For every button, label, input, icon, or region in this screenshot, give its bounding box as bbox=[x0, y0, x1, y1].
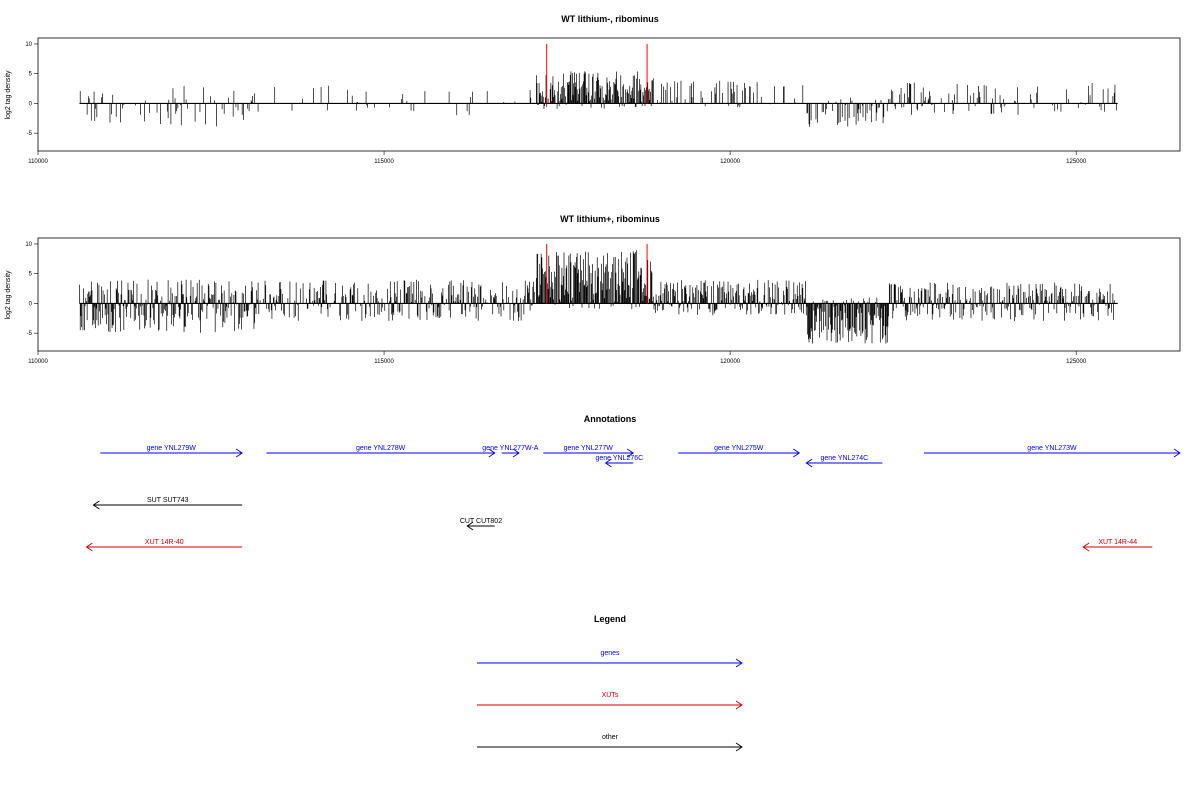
annotation-features: gene YNL279W gene YNL278W gene YNL277W-A ge… bbox=[85, 445, 1181, 552]
track-panel-lithium-minus: WT lithium-, ribominus log2 tag density … bbox=[5, 14, 1181, 165]
legend-panel: Legend genes XUTs other bbox=[477, 614, 743, 752]
legend-label: XUTs bbox=[602, 692, 619, 699]
y-tick-label: 5 bbox=[29, 272, 33, 278]
region-markers bbox=[546, 243, 648, 304]
x-tick-label: 125000 bbox=[1066, 159, 1087, 165]
x-tick-label: 120000 bbox=[720, 359, 741, 365]
x-tick-label: 110000 bbox=[28, 359, 48, 365]
feature-label: gene YNL277W bbox=[564, 445, 614, 452]
y-axis: 10 5 0 -5 bbox=[25, 42, 38, 137]
feature-label: SUT SUT743 bbox=[147, 497, 189, 504]
arrow-head bbox=[1173, 448, 1181, 458]
arrow-head bbox=[793, 448, 801, 458]
feature-label: gene YNL276C bbox=[596, 455, 644, 462]
signal-bars bbox=[79, 71, 1117, 127]
feature-label: gene YNL278W bbox=[356, 445, 406, 452]
track-title: WT lithium-, ribominus bbox=[561, 14, 659, 24]
track-panel-lithium-plus: WT lithium+, ribominus log2 tag density … bbox=[5, 214, 1181, 365]
arrow-head bbox=[735, 700, 743, 710]
arrow-head bbox=[735, 658, 743, 668]
arrow-head bbox=[92, 500, 100, 510]
feature-label: gene YNL277W-A bbox=[482, 445, 538, 452]
annotation-feature: SUT SUT743 bbox=[92, 497, 243, 510]
annotation-feature: gene YNL277W-A bbox=[482, 445, 539, 458]
y-tick-label: 0 bbox=[29, 101, 33, 107]
feature-label: CUT CUT802 bbox=[460, 518, 502, 525]
feature-label: gene YNL273W bbox=[1027, 445, 1077, 452]
arrow-head bbox=[488, 448, 496, 458]
annotation-feature: XUT 14R-44 bbox=[1082, 539, 1153, 552]
plot-frame bbox=[37, 237, 1181, 352]
annotation-feature: gene YNL276C bbox=[596, 455, 644, 468]
arrow-head bbox=[626, 448, 635, 458]
annotation-feature: CUT CUT802 bbox=[460, 518, 502, 531]
arrow-head bbox=[805, 458, 813, 468]
y-tick-label: 10 bbox=[25, 242, 32, 248]
y-tick-label: -5 bbox=[27, 131, 33, 137]
annotation-feature: XUT 14R-40 bbox=[85, 539, 243, 552]
x-tick-label: 120000 bbox=[720, 159, 741, 165]
x-tick-label: 115000 bbox=[374, 359, 394, 365]
arrow-head bbox=[85, 542, 93, 552]
annotation-feature: gene YNL278W bbox=[266, 445, 496, 458]
x-tick-label: 125000 bbox=[1066, 359, 1087, 365]
y-tick-label: -5 bbox=[27, 331, 33, 337]
y-tick-label: 0 bbox=[29, 301, 33, 307]
legend-title: Legend bbox=[594, 614, 626, 624]
legend-label: other bbox=[602, 734, 619, 741]
legend-label: genes bbox=[600, 650, 620, 657]
arrow-head bbox=[604, 458, 612, 468]
annotation-feature: gene YNL275W bbox=[678, 445, 801, 458]
arrow-head bbox=[466, 521, 474, 531]
x-axis: 110000 115000 120000 125000 bbox=[28, 351, 1087, 365]
annotation-feature: gene YNL273W bbox=[923, 445, 1181, 458]
annotation-feature: gene YNL277W bbox=[543, 445, 635, 458]
arrow-head bbox=[735, 742, 743, 752]
annotation-feature: gene YNL274C bbox=[805, 455, 883, 468]
legend-entries: genes XUTs other bbox=[477, 650, 743, 752]
feature-label: XUT 14R-40 bbox=[145, 539, 184, 546]
arrow-head bbox=[1082, 542, 1090, 552]
y-tick-label: 10 bbox=[25, 42, 32, 48]
y-axis-label: log2 tag density bbox=[5, 270, 12, 320]
legend-entry: genes bbox=[477, 650, 743, 668]
annotation-feature: gene YNL279W bbox=[100, 445, 243, 458]
x-tick-label: 115000 bbox=[374, 159, 394, 165]
y-axis: 10 5 0 -5 bbox=[25, 242, 38, 337]
x-tick-label: 110000 bbox=[28, 159, 48, 165]
signal-bars bbox=[79, 250, 1115, 344]
region-markers bbox=[546, 43, 648, 104]
feature-label: gene YNL274C bbox=[820, 455, 868, 462]
arrow-head bbox=[512, 448, 520, 458]
track-title: WT lithium+, ribominus bbox=[560, 214, 660, 224]
legend-entry: XUTs bbox=[477, 692, 743, 710]
x-axis: 110000 115000 120000 125000 bbox=[28, 151, 1087, 165]
arrow-head bbox=[235, 448, 243, 458]
feature-label: gene YNL275W bbox=[714, 445, 764, 452]
annotations-panel: Annotations gene YNL279W gene YNL278W gene… bbox=[85, 414, 1181, 552]
y-axis-label: log2 tag density bbox=[5, 70, 12, 120]
plot-frame bbox=[37, 37, 1181, 152]
legend-entry: other bbox=[477, 734, 743, 752]
y-tick-label: 5 bbox=[29, 72, 33, 78]
feature-label: XUT 14R-44 bbox=[1098, 539, 1137, 546]
feature-label: gene YNL279W bbox=[147, 445, 197, 452]
annotations-title: Annotations bbox=[584, 414, 637, 424]
